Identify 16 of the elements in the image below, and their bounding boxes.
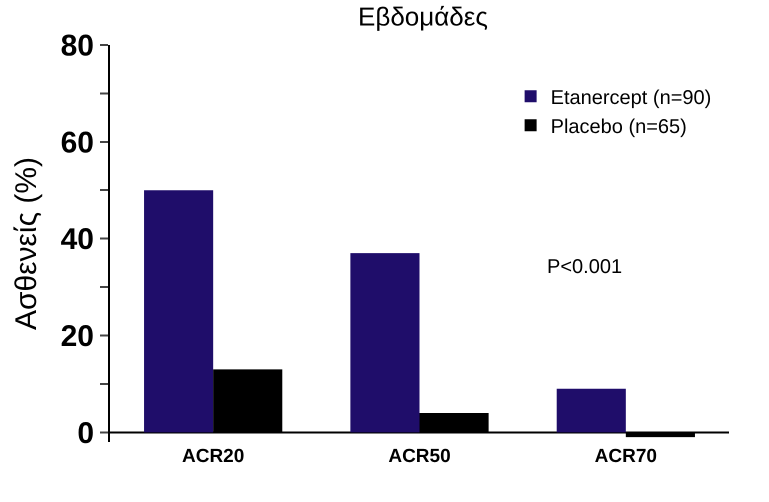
chart-title: Εβδομάδες [358, 2, 488, 32]
bar [350, 253, 420, 432]
x-tick-label: ACR50 [388, 446, 451, 467]
y-axis-title: Ασθενείς (%) [10, 156, 44, 330]
y-tick-label: 0 [77, 416, 94, 450]
x-tick-label: ACR20 [182, 446, 244, 467]
bar [556, 388, 626, 432]
legend-label: Etanercept (n=90) [550, 87, 712, 110]
y-tick-label: 40 [60, 223, 94, 256]
y-tick-label: 20 [60, 320, 94, 353]
legend-label: Placebo (n=65) [550, 116, 687, 138]
annotation: P<0.001 [547, 256, 622, 278]
y-tick-label: 80 [60, 30, 94, 62]
bar [144, 190, 214, 432]
x-tick-label: ACR70 [594, 446, 657, 467]
y-tick-label: 60 [60, 126, 94, 160]
